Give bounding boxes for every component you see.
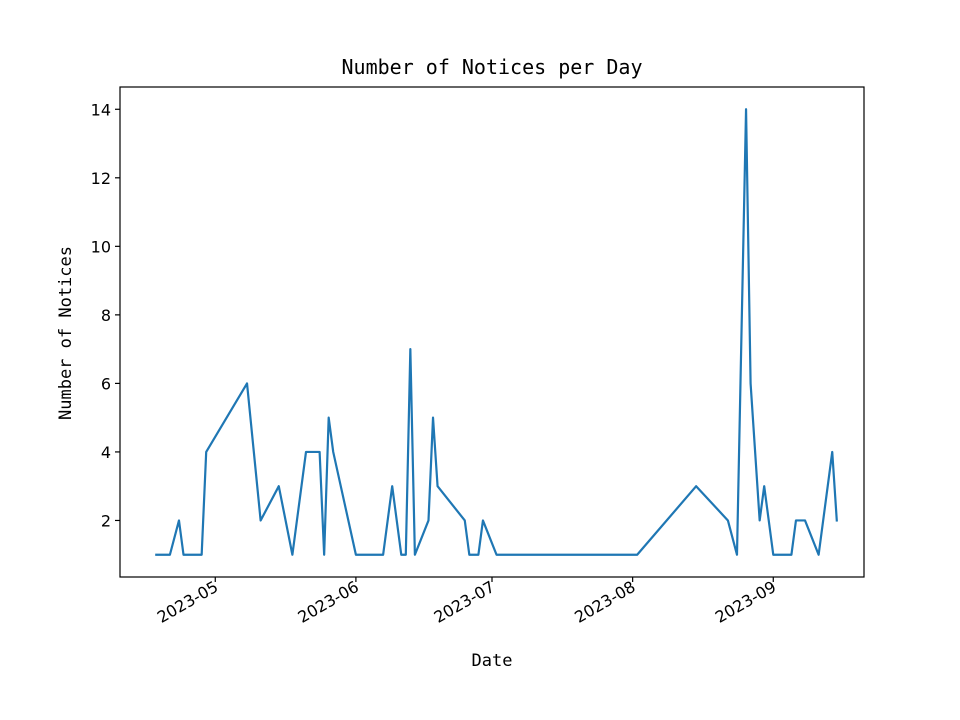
y-tick-label: 14	[91, 100, 111, 119]
chart-title: Number of Notices per Day	[341, 55, 642, 79]
y-tick-label: 10	[91, 237, 111, 256]
y-axis-label: Number of Notices	[56, 246, 76, 420]
y-tick-label: 8	[101, 306, 111, 325]
series-line	[155, 108, 838, 556]
y-tick-label: 12	[91, 169, 111, 188]
y-tick-label: 6	[101, 374, 111, 393]
y-tick-label: 4	[101, 443, 111, 462]
y-tick-label: 2	[101, 511, 111, 530]
x-axis-label: Date	[472, 651, 513, 671]
